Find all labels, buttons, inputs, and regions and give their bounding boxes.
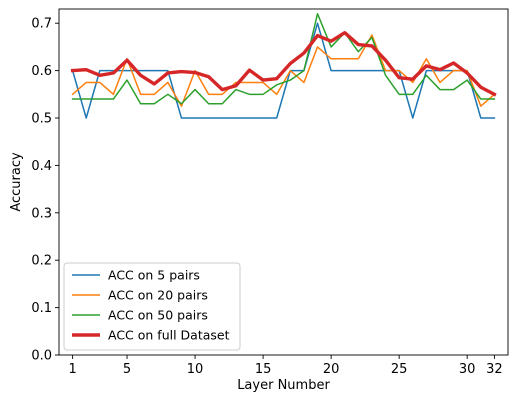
x-tick-label: 25 — [391, 362, 408, 377]
y-tick-label: 0.1 — [31, 301, 52, 316]
series-line-3 — [71, 12, 496, 105]
y-tick-label: 0.4 — [31, 159, 52, 174]
legend-label-3: ACC on 50 pairs — [108, 308, 208, 323]
y-tick-label: 0.7 — [31, 17, 52, 32]
y-axis-label: Accuracy — [9, 152, 24, 212]
x-tick-label: 32 — [486, 362, 503, 377]
legend-label-4: ACC on full Dataset — [108, 328, 230, 343]
x-tick-label: 10 — [187, 362, 204, 377]
plot-frame — [58, 8, 509, 356]
axes-layer: 1 5 10 15 20 25 30 320.00.10.20.30.40.50.60.7 — [31, 8, 509, 377]
legend: ACC on 5 pairs ACC on 20 pairs ACC on 50 p… — [63, 262, 241, 351]
x-tick-label: 30 — [459, 362, 476, 377]
y-tick-label: 0.6 — [31, 64, 52, 79]
y-tick-label: 0.5 — [31, 112, 52, 127]
legend-label-1: ACC on 5 pairs — [108, 268, 200, 283]
y-tick-label: 0.2 — [31, 254, 52, 269]
labels-layer: Layer Number Accuracy — [9, 152, 330, 393]
series-layer — [70, 12, 497, 119]
legend-box — [63, 262, 241, 351]
y-tick-label: 0.0 — [31, 349, 52, 364]
y-tick-label: 0.3 — [31, 206, 52, 221]
legend-label-2: ACC on 20 pairs — [108, 288, 208, 303]
x-tick-label: 15 — [255, 362, 272, 377]
series-line-4 — [70, 31, 497, 97]
x-tick-label: 1 — [68, 362, 76, 377]
x-tick-label: 20 — [323, 362, 340, 377]
x-tick-label: 5 — [123, 362, 131, 377]
x-axis-label: Layer Number — [237, 378, 330, 393]
